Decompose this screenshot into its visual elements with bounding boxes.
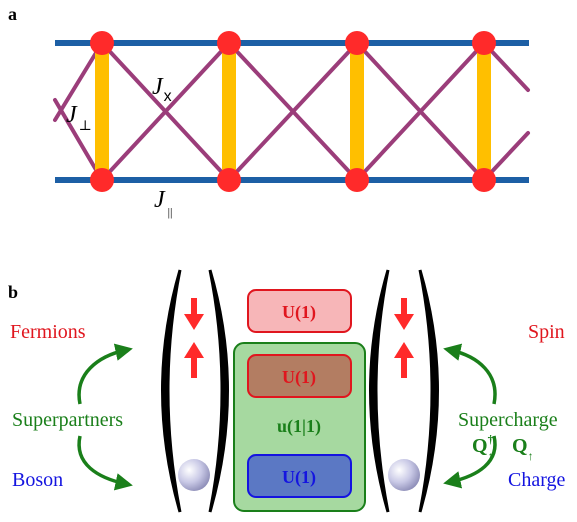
fermions-label: Fermions <box>10 321 86 343</box>
top-u1-box <box>247 289 352 333</box>
right-spin-up-arrow <box>394 342 414 378</box>
left-spin-down-arrow <box>184 298 204 330</box>
rung <box>477 43 491 180</box>
ladder-diagram: J ⊥ Jx J || <box>53 31 530 219</box>
label-j-perp: J ⊥ <box>66 102 92 134</box>
diagonal-link <box>100 41 231 182</box>
site-node <box>472 31 496 55</box>
site-node <box>217 31 241 55</box>
site-node <box>217 168 241 192</box>
site-node <box>90 31 114 55</box>
diagonal-link <box>53 98 104 182</box>
mid-u1-box <box>247 354 352 398</box>
top-rail <box>55 40 529 46</box>
rung <box>350 43 364 180</box>
superalgebra-label: u(1|1) <box>277 416 321 437</box>
panel-a-label: a <box>8 4 17 24</box>
q-label: Q↑ <box>512 435 534 463</box>
left-spin-up-arrow <box>184 342 204 378</box>
diagonal-link <box>227 41 359 182</box>
right-spin-down-arrow <box>394 298 414 330</box>
left-paren-open <box>161 269 182 513</box>
right-paren-close <box>418 269 439 513</box>
nodes <box>90 31 496 192</box>
site-node <box>345 168 369 192</box>
top-u1-label: U(1) <box>282 302 316 323</box>
label-j-parallel: J || <box>154 187 172 219</box>
site-node <box>472 168 496 192</box>
rungs <box>95 43 491 180</box>
left-paren-close <box>208 269 229 513</box>
panel-b-label: b <box>8 282 18 302</box>
diagonal-link <box>53 41 104 122</box>
boson-label: Boson <box>12 469 63 491</box>
bottom-rail <box>55 177 529 183</box>
left-boson-sphere <box>178 459 210 491</box>
mid-u1-label: U(1) <box>282 367 316 388</box>
right-arrow-down <box>443 435 497 489</box>
rung <box>222 43 236 180</box>
left-arrow-down <box>77 435 133 491</box>
charge-label: Charge <box>508 469 566 491</box>
bottom-u1-label: U(1) <box>282 467 316 488</box>
site-node <box>345 31 369 55</box>
supercharge-label: Supercharge <box>458 409 558 431</box>
q-dagger-label: Q† ↑ <box>472 432 494 463</box>
diagonal-link <box>355 41 486 182</box>
label-j-x: Jx <box>152 74 172 105</box>
right-paren-open <box>369 269 390 513</box>
rung <box>95 43 109 180</box>
right-arrow-up <box>443 343 497 405</box>
cross-couplings <box>53 41 530 182</box>
spin-label: Spin <box>528 321 565 343</box>
superpartners-label: Superpartners <box>12 409 123 431</box>
site-node <box>90 168 114 192</box>
left-arrow-up <box>77 343 133 405</box>
bottom-u1-box <box>247 454 352 498</box>
right-boson-sphere <box>388 459 420 491</box>
